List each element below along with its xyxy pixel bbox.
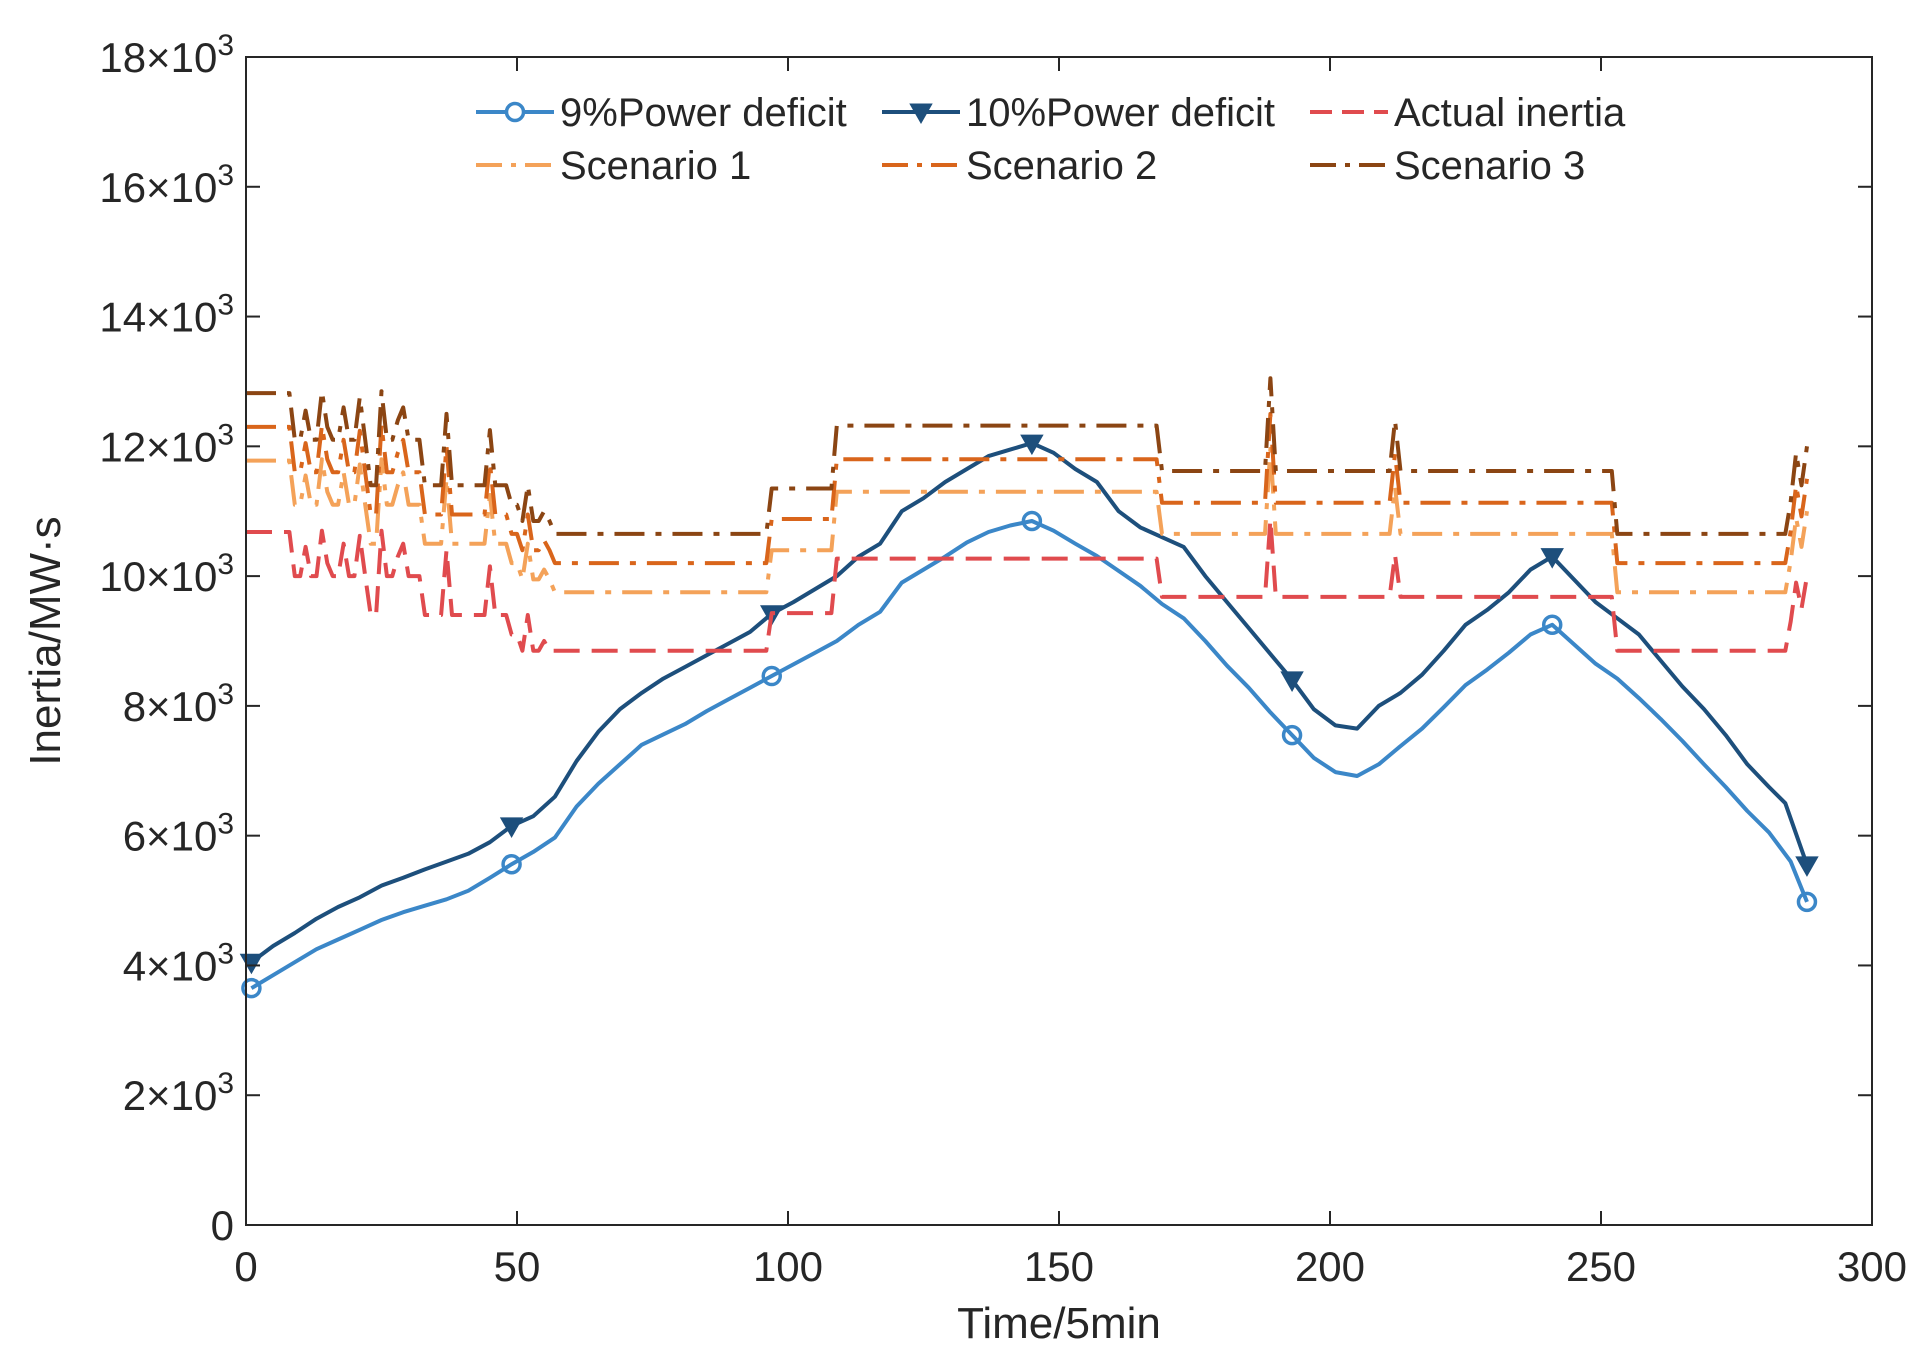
y-tick-label: 16×103	[99, 159, 234, 211]
x-tick-label: 300	[1837, 1243, 1907, 1290]
x-tick-label: 200	[1295, 1243, 1365, 1290]
x-tick-label: 250	[1566, 1243, 1636, 1290]
y-tick-label-base: 8×10	[123, 683, 218, 730]
series-2-marker	[1795, 856, 1819, 877]
y-tick-label-exponent: 3	[217, 548, 234, 581]
y-tick-label-base: 14×10	[99, 294, 217, 341]
series-1-marker	[501, 853, 522, 875]
legend-label-2: 10%Power deficit	[966, 91, 1275, 135]
legend-label-5: Scenario 2	[966, 144, 1157, 188]
y-tick-label: 18×103	[99, 29, 234, 81]
legend-label-4: Scenario 1	[560, 144, 751, 188]
series-1-marker	[1541, 614, 1563, 636]
series-line-3	[246, 517, 1809, 653]
y-tick-label-base: 0	[211, 1202, 234, 1249]
y-tick-label-base: 16×10	[99, 164, 217, 211]
series-1-marker	[241, 977, 262, 999]
y-tick-label-exponent: 3	[217, 808, 234, 841]
x-tick-label: 50	[494, 1243, 541, 1290]
series-line-6	[246, 376, 1809, 536]
series-2-marker	[1020, 434, 1044, 456]
axes: 0 50 100 150 200 250 30002×1034×1036×1038×1031…	[99, 29, 1907, 1290]
legend-label-1: 9%Power deficit	[560, 91, 847, 135]
legend-marker-2	[909, 103, 933, 125]
x-tick-label: 100	[753, 1243, 823, 1290]
y-tick-label-base: 2×10	[123, 1072, 218, 1119]
y-tick-label: 10×103	[99, 548, 234, 600]
legend: 9%Power deficit 10%Power deficit Actual in…	[476, 91, 1626, 188]
legend-label-6: Scenario 3	[1394, 144, 1585, 188]
legend-marker-1	[504, 101, 526, 123]
y-tick-label-base: 6×10	[123, 813, 218, 860]
y-tick-label-exponent: 3	[217, 289, 234, 322]
legend-label-3: Actual inertia	[1394, 91, 1626, 135]
series-1-marker	[1796, 891, 1818, 913]
y-tick-label-exponent: 3	[217, 1067, 234, 1100]
y-tick-label: 8×103	[123, 678, 234, 730]
y-tick-label: 0	[211, 1202, 234, 1249]
y-tick-label: 12×103	[99, 418, 234, 470]
x-axis-title: Time/5min	[957, 1299, 1161, 1348]
y-tick-label-base: 18×10	[99, 34, 217, 81]
series-1-marker	[761, 665, 782, 687]
series-line-1	[250, 519, 1809, 990]
plot-area	[239, 57, 1872, 1225]
y-tick-label-exponent: 3	[217, 159, 234, 192]
y-tick-label: 14×103	[99, 289, 234, 341]
series-2-marker	[1280, 671, 1304, 692]
series-line-4	[246, 446, 1809, 595]
x-tick-label: 150	[1024, 1243, 1094, 1290]
y-tick-label: 2×103	[123, 1067, 234, 1119]
y-tick-label-base: 4×10	[123, 942, 218, 989]
y-tick-label-base: 10×10	[99, 553, 217, 600]
y-tick-label: 4×103	[123, 937, 234, 989]
y-tick-label-exponent: 3	[217, 937, 234, 970]
y-tick-label-exponent: 3	[217, 418, 234, 451]
y-axis-title: Inertia/MW·s	[21, 516, 70, 765]
y-tick-label-exponent: 3	[217, 678, 234, 711]
y-tick-label-exponent: 3	[217, 29, 234, 62]
series-1-marker	[1281, 724, 1303, 746]
y-tick-label: 6×103	[123, 808, 234, 860]
y-tick-label-base: 12×10	[99, 423, 217, 470]
plot-background	[246, 57, 1872, 1225]
series-2-marker	[499, 817, 524, 838]
x-tick-label: 0	[234, 1243, 257, 1290]
series-2-marker	[1540, 548, 1564, 569]
series-1-marker	[1021, 510, 1043, 532]
